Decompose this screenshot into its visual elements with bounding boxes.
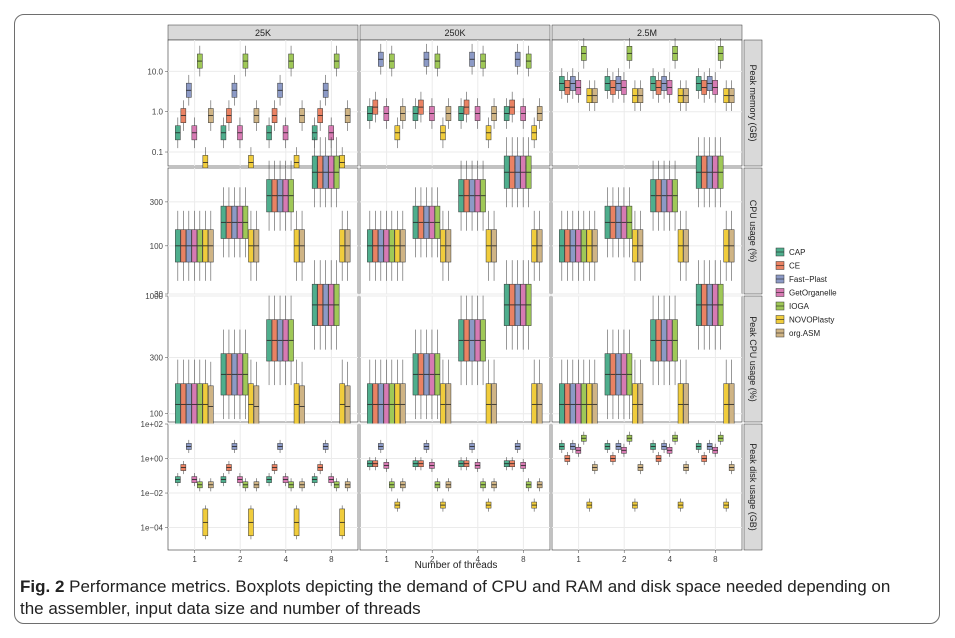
y-tick-label: 1e−02 xyxy=(141,489,164,498)
panel xyxy=(167,39,359,167)
x-tick-label: 2 xyxy=(622,555,627,564)
y-tick-label: 1e+00 xyxy=(141,455,164,464)
row-strip-1 xyxy=(743,167,763,295)
y-tick-label: 10.0 xyxy=(147,67,163,76)
y-tick-label: 1e+02 xyxy=(141,420,164,429)
row-strip-label: Peak memory (GB) xyxy=(748,64,758,141)
y-tick-label: 300 xyxy=(150,198,164,207)
x-tick-label: 1 xyxy=(384,555,389,564)
facet-strip-label: 2.5M xyxy=(637,28,657,38)
x-tick-label: 4 xyxy=(284,555,289,564)
x-tick-label: 1 xyxy=(192,555,197,564)
panel xyxy=(167,423,359,551)
x-tick-label: 8 xyxy=(713,555,718,564)
y-tick-label: 1000 xyxy=(145,292,163,301)
y-tick-label: 300 xyxy=(150,354,164,363)
row-strip-3 xyxy=(743,423,763,551)
y-tick-label: 100 xyxy=(150,242,164,251)
legend-label: Fast−Plast xyxy=(789,275,828,284)
x-tick-label: 8 xyxy=(521,555,526,564)
x-tick-label: 4 xyxy=(476,555,481,564)
x-tick-label: 2 xyxy=(238,555,243,564)
figure-frame xyxy=(14,14,940,624)
facet-strip-label: 25K xyxy=(255,28,271,38)
x-tick-label: 4 xyxy=(668,555,673,564)
row-strip-2 xyxy=(743,295,763,423)
legend-label: org.ASM xyxy=(789,329,820,338)
legend-label: IOGA xyxy=(789,302,810,311)
faceted-boxplot-chart: 25K 250K 2.5M Peak memory (GB) CPU usage (%)… xyxy=(141,24,837,570)
x-tick-label: 8 xyxy=(329,555,334,564)
caption-label: Fig. 2 xyxy=(20,577,65,596)
y-tick-label: 100 xyxy=(150,410,164,419)
y-tick-label: 1e−04 xyxy=(141,524,164,533)
x-tick-label: 1 xyxy=(576,555,581,564)
y-tick-label: 0.1 xyxy=(152,148,164,157)
row-strip-label: CPU usage (%) xyxy=(748,200,758,263)
x-axis-title: Number of threads xyxy=(415,560,498,570)
panel xyxy=(551,39,743,167)
x-tick-label: 2 xyxy=(430,555,435,564)
panel xyxy=(551,423,743,551)
legend-label: NOVOPlasty xyxy=(789,316,834,325)
legend-label: GetOrganelle xyxy=(789,289,837,298)
caption-text: Performance metrics. Boxplots depicting … xyxy=(20,577,891,618)
panel xyxy=(359,423,551,551)
y-tick-label: 30 xyxy=(154,290,163,299)
row-strip-label: Peak CPU usage (%) xyxy=(748,316,758,402)
legend-label: CAP xyxy=(789,248,805,257)
legend-label: CE xyxy=(789,262,800,271)
panel xyxy=(359,39,551,167)
figure-caption: Fig. 2 Performance metrics. Boxplots dep… xyxy=(20,576,900,620)
facet-strip-label: 250K xyxy=(444,28,465,38)
row-strip-label: Peak disk usage (GB) xyxy=(748,443,758,531)
y-tick-label: 1.0 xyxy=(152,108,164,117)
row-strip-0 xyxy=(743,39,763,167)
